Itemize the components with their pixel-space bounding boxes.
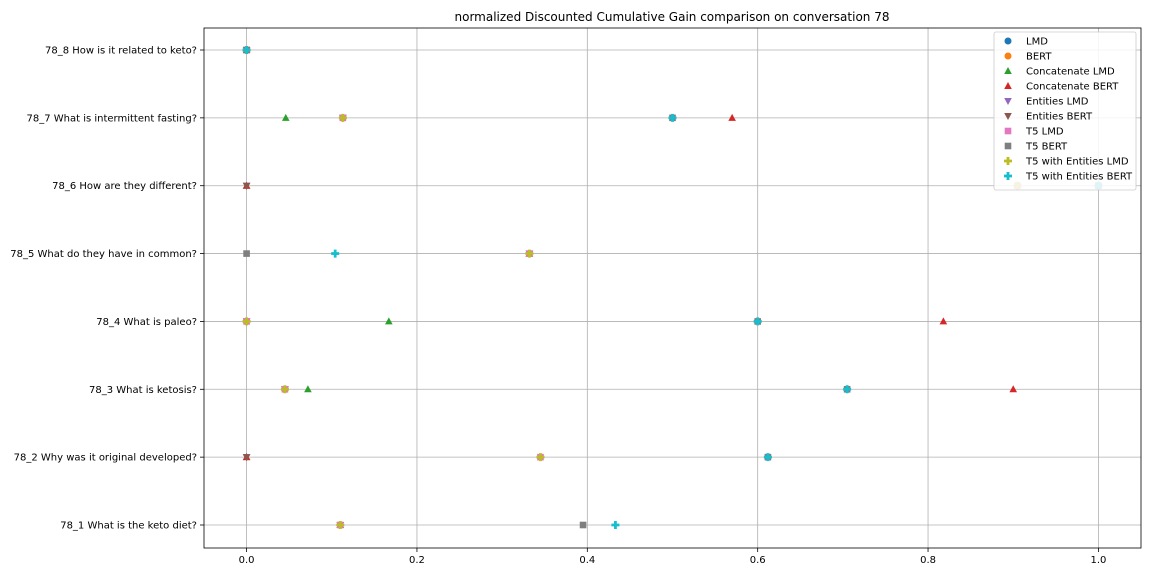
point-concatenate-bert <box>728 113 736 121</box>
y-tick-label: 78_5 What do they have in common? <box>10 249 197 260</box>
legend-label: T5 with Entities BERT <box>1025 172 1133 183</box>
legend-marker <box>1004 142 1012 150</box>
point-t5-with-entities-bert <box>331 249 340 258</box>
point-t5-with-entities-lmd <box>525 249 534 258</box>
point-t5-with-entities-bert <box>668 113 677 122</box>
legend-marker <box>1004 157 1012 165</box>
x-tick-label: 1.0 <box>1090 555 1106 566</box>
x-tick-label: 0.0 <box>239 555 255 566</box>
point-concatenate-bert <box>1009 385 1018 393</box>
point-entities-bert <box>242 454 251 462</box>
point-t5-bert <box>579 521 587 529</box>
point-t5-with-entities-lmd <box>336 521 345 529</box>
legend-label: T5 LMD <box>1025 127 1064 138</box>
point-entities-bert <box>242 182 251 190</box>
point-t5-with-entities-bert <box>611 521 620 529</box>
legend-marker <box>1004 37 1012 45</box>
point-t5-with-entities-bert <box>843 385 852 394</box>
point-concatenate-lmd <box>281 113 290 121</box>
legend-label: T5 with Entities LMD <box>1025 157 1129 168</box>
legend-label: Entities LMD <box>1026 97 1089 108</box>
legend-label: T5 BERT <box>1025 142 1068 153</box>
legend-label: Concatenate LMD <box>1026 67 1115 78</box>
legend-marker <box>1004 82 1012 89</box>
axis-ticks: 0.0 0.2 0.4 0.6 0.8 1.0 78_1 What is the keto … <box>10 46 1106 567</box>
y-tick-label: 78_6 How are they different? <box>52 181 197 192</box>
legend-marker <box>1004 67 1012 74</box>
x-tick-label: 0.8 <box>920 555 936 566</box>
point-concatenate-lmd <box>385 317 393 325</box>
y-tick-label: 78_4 What is paleo? <box>96 317 197 328</box>
x-tick-label: 0.6 <box>750 555 766 566</box>
point-t5-with-entities-lmd <box>536 453 545 462</box>
legend-marker <box>1004 113 1012 120</box>
y-tick-label: 78_8 How is it related to keto? <box>45 46 197 57</box>
x-tick-label: 0.4 <box>579 555 595 566</box>
y-tick-label: 78_2 Why was it original developed? <box>14 453 197 464</box>
legend-marker <box>1004 98 1012 105</box>
point-t5-with-entities-lmd <box>242 317 251 326</box>
point-concatenate-lmd <box>304 385 312 393</box>
point-t5-with-entities-bert <box>763 453 772 462</box>
legend-marker <box>1004 172 1012 180</box>
y-tick-label: 78_3 What is ketosis? <box>89 385 197 396</box>
legend: LMD BERT Concatenate LMD Concatenate BERT En… <box>993 31 1137 191</box>
point-t5-bert <box>243 250 250 257</box>
y-tick-label: 78_7 What is intermittent fasting? <box>26 113 197 124</box>
legend-box <box>993 31 1137 191</box>
legend-label: Entities BERT <box>1026 112 1093 123</box>
point-t5-with-entities-lmd <box>338 113 347 122</box>
legend-marker <box>1004 127 1012 135</box>
legend-label: LMD <box>1026 37 1048 48</box>
point-concatenate-bert <box>939 317 948 325</box>
point-t5-with-entities-bert <box>753 317 762 326</box>
y-tick-label: 78_1 What is the keto diet? <box>60 521 197 532</box>
point-t5-with-entities-bert <box>242 46 251 54</box>
point-t5-with-entities-lmd <box>280 385 289 394</box>
plot-frame <box>203 27 1142 549</box>
legend-label: Concatenate BERT <box>1026 82 1119 93</box>
legend-label: BERT <box>1026 52 1052 63</box>
x-tick-label: 0.2 <box>409 555 425 566</box>
chart-title: normalized Discounted Cumulative Gain co… <box>455 10 890 24</box>
legend-marker <box>1004 52 1012 60</box>
